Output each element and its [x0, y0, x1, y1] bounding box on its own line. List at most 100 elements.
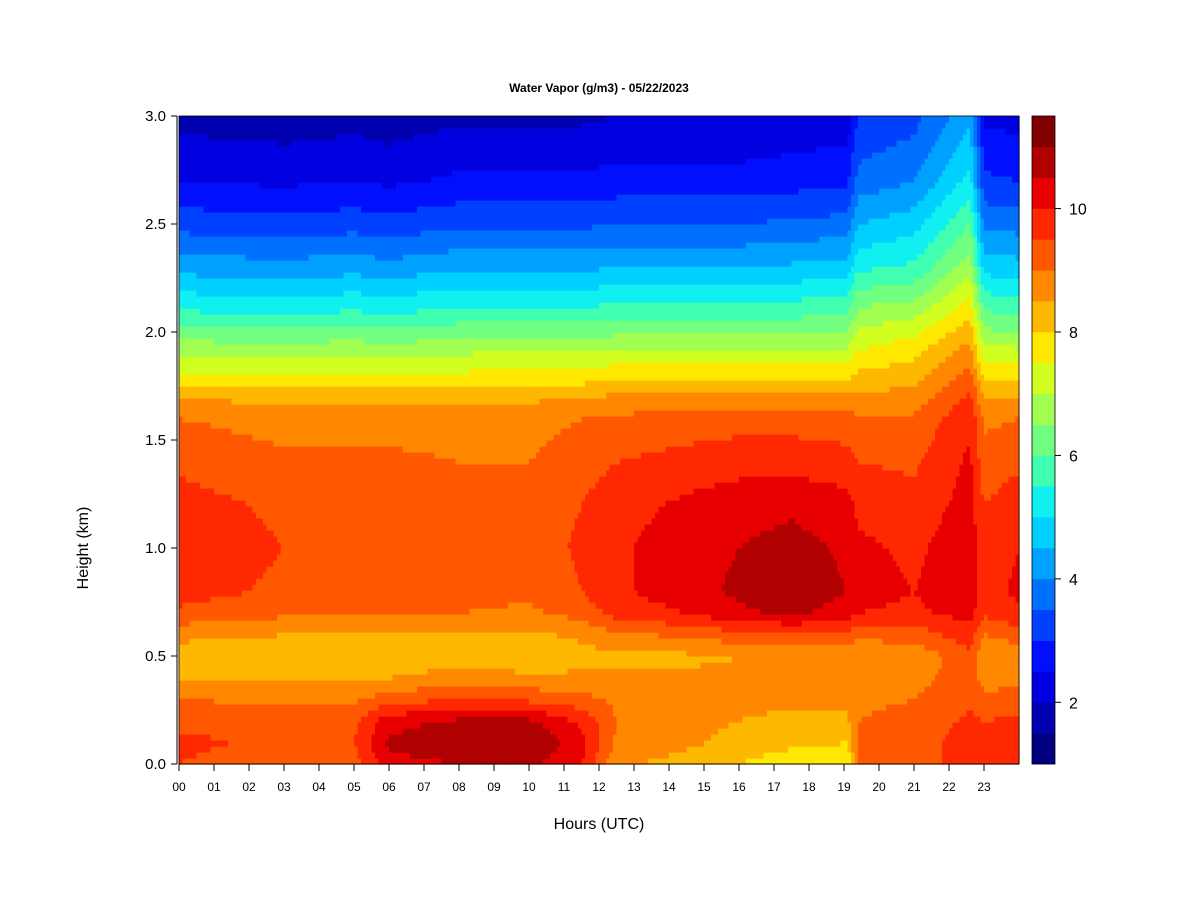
heatmap-cell — [336, 344, 341, 351]
heatmap-cell — [326, 716, 331, 723]
heatmap-cell — [238, 362, 243, 369]
heatmap-cell — [266, 596, 271, 603]
heatmap-cell — [245, 314, 250, 321]
heatmap-cell — [214, 380, 219, 387]
heatmap-cell — [193, 344, 198, 351]
heatmap-cell — [245, 572, 250, 579]
heatmap-cell — [256, 374, 261, 381]
heatmap-cell — [287, 704, 292, 711]
heatmap-cell — [210, 254, 215, 261]
heatmap-cell — [259, 728, 264, 735]
heatmap-cell — [333, 506, 338, 513]
heatmap-cell — [214, 506, 219, 513]
heatmap-cell — [298, 152, 303, 159]
heatmap-cell — [329, 158, 334, 165]
heatmap-cell — [186, 314, 191, 321]
heatmap-cell — [273, 554, 278, 561]
heatmap-cell — [326, 224, 331, 231]
heatmap-cell — [270, 458, 275, 465]
heatmap-cell — [287, 500, 292, 507]
heatmap-cell — [182, 734, 187, 741]
heatmap-cell — [284, 440, 289, 447]
heatmap-cell — [266, 158, 271, 165]
heatmap-cell — [249, 266, 254, 273]
heatmap-cell — [196, 512, 201, 519]
heatmap-cell — [189, 356, 194, 363]
heatmap-cell — [294, 536, 299, 543]
heatmap-cell — [193, 164, 198, 171]
heatmap-cell — [284, 524, 289, 531]
heatmap-cell — [207, 590, 212, 597]
heatmap-cell — [245, 380, 250, 387]
heatmap-cell — [270, 560, 275, 567]
heatmap-cell — [319, 554, 324, 561]
heatmap-cell — [270, 248, 275, 255]
heatmap-cell — [270, 416, 275, 423]
heatmap-cell — [263, 416, 268, 423]
heatmap-cell — [298, 338, 303, 345]
heatmap-cell — [280, 170, 285, 177]
heatmap-cell — [179, 578, 184, 585]
heatmap-cell — [228, 278, 233, 285]
heatmap-cell — [186, 146, 191, 153]
heatmap-cell — [301, 284, 306, 291]
heatmap-cell — [238, 446, 243, 453]
heatmap-cell — [294, 530, 299, 537]
heatmap-cell — [179, 152, 184, 159]
heatmap-cell — [270, 500, 275, 507]
heatmap-cell — [277, 590, 282, 597]
heatmap-cell — [301, 116, 306, 123]
heatmap-cell — [326, 290, 331, 297]
heatmap-cell — [308, 248, 313, 255]
heatmap-cell — [189, 158, 194, 165]
heatmap-cell — [203, 500, 208, 507]
heatmap-cell — [270, 344, 275, 351]
heatmap-cell — [277, 734, 282, 741]
heatmap-cell — [235, 254, 240, 261]
heatmap-cell — [284, 176, 289, 183]
heatmap-cell — [336, 146, 341, 153]
heatmap-cell — [319, 518, 324, 525]
heatmap-cell — [298, 374, 303, 381]
heatmap-cell — [193, 620, 198, 627]
heatmap-cell — [315, 728, 320, 735]
heatmap-cell — [273, 740, 278, 747]
heatmap-cell — [340, 674, 345, 681]
heatmap-cell — [231, 656, 236, 663]
heatmap-cell — [287, 158, 292, 165]
heatmap-cell — [259, 428, 264, 435]
heatmap-cell — [291, 674, 296, 681]
heatmap-cell — [210, 272, 215, 279]
heatmap-cell — [186, 356, 191, 363]
heatmap-cell — [298, 464, 303, 471]
heatmap-cell — [301, 704, 306, 711]
heatmap-cell — [242, 242, 247, 249]
heatmap-cell — [315, 302, 320, 309]
heatmap-cell — [179, 584, 184, 591]
heatmap-cell — [249, 650, 254, 657]
heatmap-cell — [252, 242, 257, 249]
heatmap-cell — [284, 650, 289, 657]
heatmap-cell — [263, 200, 268, 207]
heatmap-cell — [203, 476, 208, 483]
heatmap-cell — [203, 596, 208, 603]
heatmap-cell — [273, 506, 278, 513]
heatmap-cell — [305, 464, 310, 471]
heatmap-cell — [284, 548, 289, 555]
heatmap-cell — [217, 428, 222, 435]
heatmap-cell — [235, 626, 240, 633]
heatmap-cell — [224, 518, 229, 525]
heatmap-cell — [182, 602, 187, 609]
heatmap-cell — [196, 572, 201, 579]
heatmap-cell — [322, 296, 327, 303]
heatmap-cell — [214, 170, 219, 177]
heatmap-cell — [210, 704, 215, 711]
heatmap-cell — [214, 668, 219, 675]
heatmap-cell — [189, 734, 194, 741]
heatmap-cell — [200, 668, 205, 675]
heatmap-cell — [231, 458, 236, 465]
heatmap-cell — [287, 728, 292, 735]
heatmap-cell — [322, 692, 327, 699]
heatmap-cell — [231, 464, 236, 471]
heatmap-cell — [333, 206, 338, 213]
